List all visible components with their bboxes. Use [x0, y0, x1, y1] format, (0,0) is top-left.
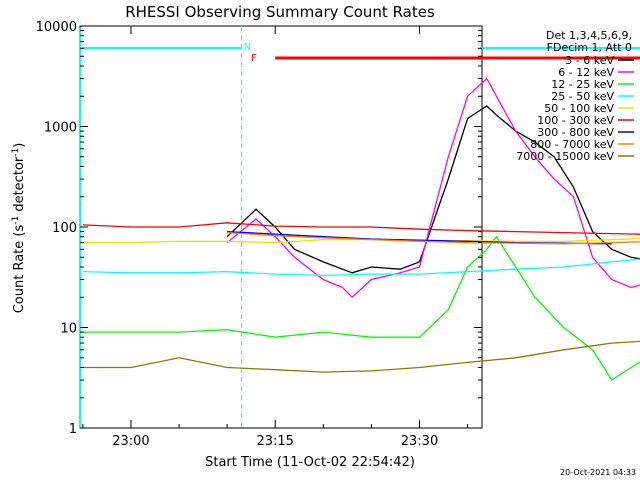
- y-axis-label: Count Rate (s-1 detector-1): [11, 143, 27, 314]
- legend-header-line2: FDecim 1, Att 0: [547, 41, 632, 54]
- y-tick-label: 1: [69, 422, 77, 437]
- plot-area: NFS 23:00 23:15 23:30 1 10 100 1000 10000: [36, 20, 640, 449]
- x-tick-label: 23:00: [112, 434, 149, 449]
- y-tick-label: 10000: [36, 20, 77, 35]
- y-tick-label: 10: [60, 322, 77, 337]
- axis-ticks: 23:00 23:15 23:30 1 10 100 1000 10000: [36, 20, 482, 449]
- footer-timestamp: 20-Oct-2021 04:33: [560, 468, 636, 477]
- marker-label-n: N: [244, 42, 251, 53]
- y-tick-label: 100: [52, 221, 77, 236]
- legend-item-label: 800 - 7000 keV: [530, 138, 614, 151]
- legend-item-label: 100 - 300 keV: [537, 114, 614, 127]
- x-axis-label: Start Time (11-Oct-02 22:54:42): [205, 455, 415, 470]
- legend-item-label: 3 - 6 keV: [565, 54, 614, 67]
- series-line-7000-15000-kev: [82, 340, 640, 373]
- series-line-800-7000-kev: [227, 231, 640, 245]
- legend-item-label: 7000 - 15000 keV: [516, 150, 614, 163]
- y-axis-label-end: ): [12, 143, 27, 148]
- y-axis-label-mid: detector: [12, 156, 27, 216]
- marker-label-f: F: [251, 53, 257, 64]
- y-axis-label-sup1: -1: [11, 216, 21, 225]
- series-line-6-12-kev: [226, 77, 640, 299]
- series-line-100-300-kev: [82, 222, 640, 235]
- series-line-25-50-kev: [82, 258, 640, 277]
- y-axis-label-main: Count Rate (s: [12, 225, 27, 314]
- x-tick-label: 23:15: [256, 434, 293, 449]
- legend-header-line1: Det 1,3,4,5,6,9,: [546, 29, 632, 42]
- legend-item-label: 12 - 25 keV: [551, 78, 614, 91]
- legend-item-label: 50 - 100 keV: [544, 102, 614, 115]
- x-tick-label: 23:30: [401, 434, 438, 449]
- background-bands: [79, 26, 243, 428]
- y-tick-label: 1000: [44, 121, 77, 136]
- legend: Det 1,3,4,5,6,9, FDecim 1, Att 0 3 - 6 k…: [516, 29, 634, 163]
- y-axis-label-sup2: -1: [11, 148, 21, 157]
- series-line-12-25-kev: [82, 235, 640, 381]
- legend-item-label: 6 - 12 keV: [558, 66, 614, 79]
- chart-title: RHESSI Observing Summary Count Rates: [125, 3, 435, 21]
- series-layer: [82, 77, 640, 381]
- marker-layer: NFS: [82, 42, 640, 64]
- legend-item-label: 25 - 50 keV: [551, 90, 614, 103]
- legend-item-label: 300 - 800 keV: [537, 126, 614, 139]
- series-line-50-100-kev: [82, 237, 640, 244]
